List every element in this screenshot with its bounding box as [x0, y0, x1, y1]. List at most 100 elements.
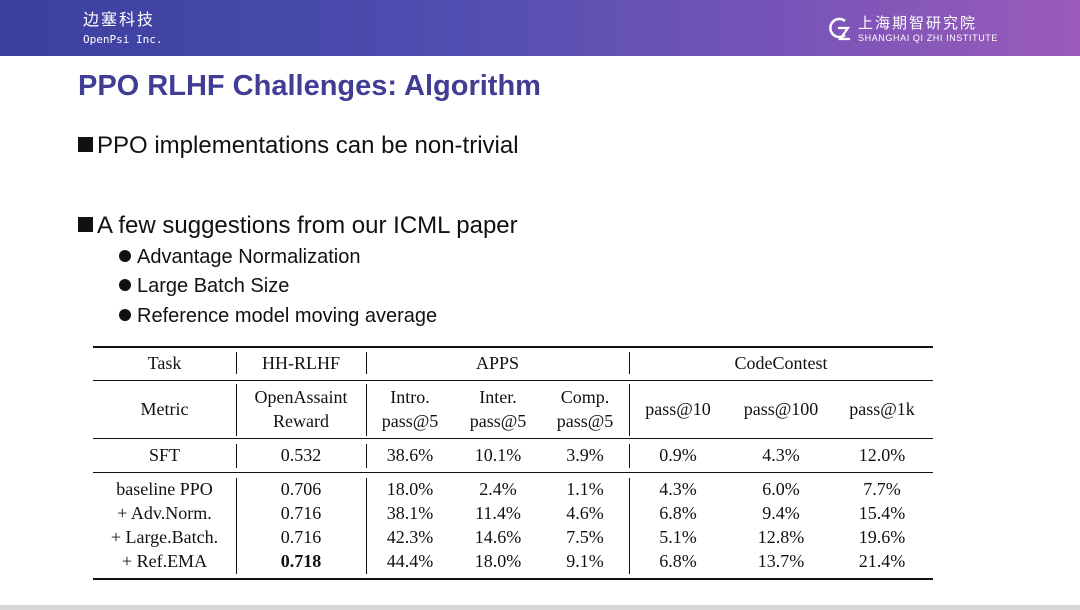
cell-inter: 14.6%	[474, 527, 522, 547]
table-col-divider	[366, 352, 367, 374]
cell-pass1k: 19.6%	[858, 527, 906, 547]
cell-pass100: 4.3%	[762, 445, 800, 465]
cell-comp: 4.6%	[566, 503, 604, 523]
cell-intro: 38.1%	[386, 503, 434, 523]
cell-pass10: 4.3%	[659, 479, 697, 499]
round-bullet-icon	[119, 309, 131, 321]
cell-inter: 10.1%	[474, 445, 522, 465]
header-codecontest: CodeContest	[734, 353, 828, 373]
cell-hh: 0.716	[280, 527, 322, 547]
metric-pass10: pass@10	[645, 399, 711, 419]
header-hh-rlhf: HH-RLHF	[261, 353, 340, 373]
cell-comp: 7.5%	[566, 527, 604, 547]
sub-bullet-text: Reference model moving average	[137, 305, 438, 327]
header-banner: 边塞科技 OpenPsi Inc. 上海期智研究院 SHANGHAI QI ZH…	[0, 0, 1080, 56]
bullet-item: A few suggestions from our ICML paper	[78, 212, 518, 240]
bullet-text: PPO implementations can be non-trivial	[97, 132, 519, 159]
openpsi-logo: 边塞科技 OpenPsi Inc.	[83, 10, 162, 48]
cell-pass10: 6.8%	[659, 503, 697, 523]
round-bullet-icon	[119, 279, 131, 291]
metric-intro-line2: pass@5	[381, 411, 439, 431]
square-bullet-icon	[78, 137, 93, 152]
square-bullet-icon	[78, 217, 93, 232]
sub-bullet-text: Advantage Normalization	[137, 246, 361, 268]
org-name-en: OpenPsi Inc.	[83, 33, 163, 46]
sub-bullet-item: Reference model moving average	[119, 305, 437, 328]
metric-hh-line1: OpenAssaint	[254, 387, 348, 407]
sub-bullet-text: Large Batch Size	[137, 275, 290, 297]
table-rule	[93, 438, 933, 439]
row-label: SFT	[148, 445, 181, 465]
cell-hh: 0.532	[280, 445, 322, 465]
cell-pass10: 5.1%	[659, 527, 697, 547]
row-label: + Adv.Norm.	[117, 503, 212, 523]
table-col-divider	[629, 384, 630, 436]
cell-pass1k: 15.4%	[858, 503, 906, 523]
metric-pass1k: pass@1k	[849, 399, 915, 419]
metric-inter-line1: Inter.	[479, 387, 517, 407]
table-col-divider	[366, 478, 367, 574]
cell-pass100: 13.7%	[757, 551, 805, 571]
cell-hh: 0.716	[280, 503, 322, 523]
header-metric: Metric	[140, 399, 189, 419]
cell-comp: 9.1%	[566, 551, 604, 571]
row-label: + Large.Batch.	[110, 527, 219, 547]
qizhi-logo-icon	[829, 17, 851, 41]
table-top-rule	[93, 346, 933, 348]
header-task: Task	[147, 353, 182, 373]
metric-comp-line1: Comp.	[560, 387, 610, 407]
cell-intro: 42.3%	[386, 527, 434, 547]
table-rule	[93, 380, 933, 381]
table-bottom-rule	[93, 578, 933, 580]
table-col-divider	[236, 478, 237, 574]
cell-inter: 18.0%	[474, 551, 522, 571]
bullet-item: PPO implementations can be non-trivial	[78, 132, 519, 160]
table-col-divider	[236, 384, 237, 436]
cell-inter: 11.4%	[475, 503, 521, 523]
table-rule	[93, 472, 933, 473]
cell-pass1k: 21.4%	[858, 551, 906, 571]
table-col-divider	[629, 444, 630, 468]
round-bullet-icon	[119, 250, 131, 262]
table-col-divider	[236, 444, 237, 468]
metric-hh-line2: Reward	[273, 411, 329, 431]
org-name-cn: 边塞科技	[83, 10, 156, 29]
cell-intro: 44.4%	[386, 551, 434, 571]
table-col-divider	[366, 384, 367, 436]
cell-pass10: 0.9%	[659, 445, 697, 465]
cell-pass100: 12.8%	[757, 527, 805, 547]
cell-pass1k: 12.0%	[858, 445, 906, 465]
sub-bullet-item: Advantage Normalization	[119, 246, 360, 269]
table-col-divider	[629, 478, 630, 574]
slide-title: PPO RLHF Challenges: Algorithm	[78, 70, 541, 102]
metric-comp-line2: pass@5	[556, 411, 614, 431]
cell-comp: 3.9%	[566, 445, 604, 465]
cell-comp: 1.1%	[566, 479, 604, 499]
slide-bottom-border	[0, 605, 1080, 610]
cell-pass10: 6.8%	[659, 551, 697, 571]
cell-hh: 0.706	[280, 479, 322, 499]
cell-intro: 38.6%	[386, 445, 434, 465]
cell-pass100: 9.4%	[762, 503, 800, 523]
bullet-text: A few suggestions from our ICML paper	[97, 212, 518, 239]
institute-name-en: SHANGHAI QI ZHI INSTITUTE	[858, 33, 999, 43]
cell-inter: 2.4%	[479, 479, 517, 499]
results-table: Task HH-RLHF APPS CodeContest Metric Ope…	[93, 346, 933, 580]
table-col-divider	[366, 444, 367, 468]
cell-intro: 18.0%	[386, 479, 434, 499]
metric-pass100: pass@100	[743, 399, 819, 419]
header-apps: APPS	[475, 353, 520, 373]
cell-pass100: 6.0%	[762, 479, 800, 499]
cell-hh-best: 0.718	[280, 551, 322, 571]
metric-intro-line1: Intro.	[390, 387, 430, 407]
row-label: baseline PPO	[116, 479, 213, 499]
table-col-divider	[236, 352, 237, 374]
institute-name-cn: 上海期智研究院	[858, 14, 978, 32]
row-label: + Ref.EMA	[121, 551, 208, 571]
cell-pass1k: 7.7%	[863, 479, 901, 499]
qizhi-logo: 上海期智研究院 SHANGHAI QI ZHI INSTITUTE	[826, 13, 998, 45]
sub-bullet-item: Large Batch Size	[119, 275, 289, 298]
metric-inter-line2: pass@5	[469, 411, 527, 431]
table-col-divider	[629, 352, 630, 374]
